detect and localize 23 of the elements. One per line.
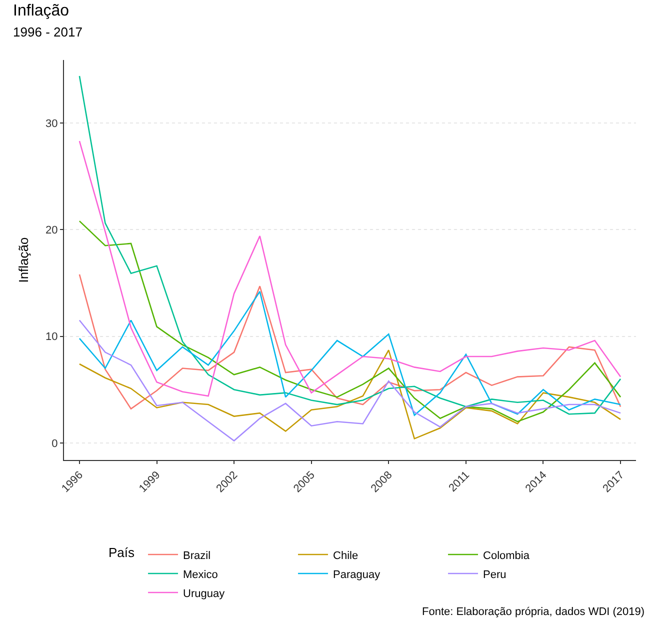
line-series [78,349,622,440]
y-tick-label: 10 [46,331,58,344]
line-series [78,75,622,415]
legend-label: Mexico [183,568,218,581]
line-series [78,320,622,442]
line-series [78,220,622,422]
y-tick-label: 0 [52,438,58,450]
y-tick-label: 20 [46,224,58,236]
line-series [78,140,622,397]
line-series [78,274,622,410]
legend-label: Paraguay [333,568,381,581]
legend-label: Uruguay [183,588,226,600]
chart-subtitle: 1996 - 2017 [13,24,82,40]
chart-title: Inflação [13,2,70,20]
legend-label: Brazil [183,550,211,562]
source-note: Fonte: Elaboração própria, dados WDI (2019) [422,606,645,618]
y-tick-label: 30 [46,118,58,130]
legend-label: Peru [483,568,506,581]
line-series [78,290,622,416]
legend-label: Colombia [483,550,530,562]
legend-label: Chile [333,550,358,562]
legend-title: País [108,544,136,560]
y-axis-title: Inflação [16,237,31,283]
